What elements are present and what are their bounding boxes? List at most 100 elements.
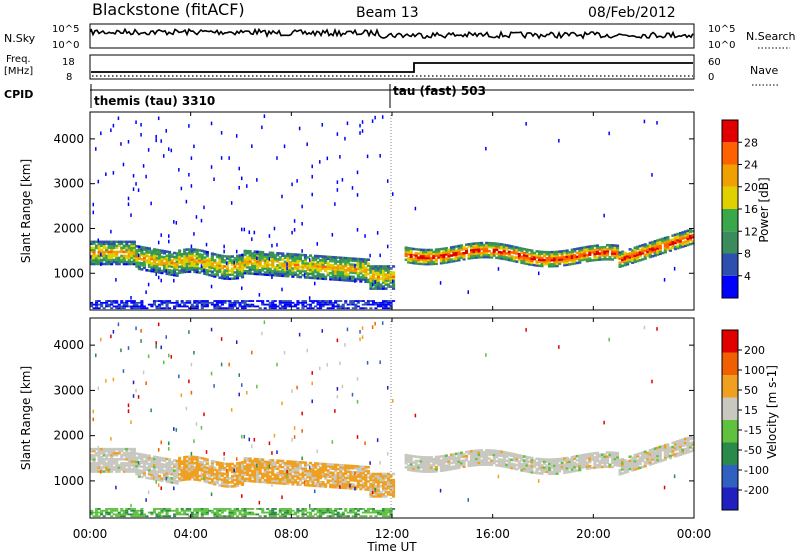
power-cell [248,272,252,275]
power-cell [273,267,277,271]
velocity-cell [241,508,245,510]
velocity-cell [246,471,250,475]
velocity-cell [190,473,194,477]
velocity-cell [152,511,157,514]
velocity-cell [152,476,155,480]
power-cell [568,253,572,256]
power-cell [107,262,111,266]
velocity-cell [92,460,96,463]
velocity-cell [110,515,114,518]
power-cell [183,248,187,252]
power-cell [379,271,383,274]
power-cell [467,290,469,294]
power-cell [573,248,577,251]
power-cell [241,227,243,232]
velocity-cell [238,509,242,512]
power-cell [100,301,104,304]
velocity-cell [115,447,119,451]
velocity-cell [205,508,209,510]
power-cell [648,255,652,259]
velocity-cell [319,466,323,470]
power-cell [241,286,243,291]
velocity-cell [185,455,189,459]
velocity-cell [120,466,124,469]
velocity-cell [203,412,205,417]
power-cell [115,260,119,264]
power-cell [379,265,383,268]
power-cell [454,255,459,258]
velocity-cell [132,511,136,514]
power-cell [266,300,270,302]
power-cell [427,256,431,260]
velocity-cell [268,462,272,466]
power-cell [490,241,494,245]
power-cell [381,307,386,310]
power-cell [97,254,101,258]
velocity-cell [241,471,245,474]
power-cell [263,271,267,274]
velocity-cell [276,471,280,475]
power-cell [223,307,227,310]
velocity-cell [142,461,146,465]
velocity-cell [384,515,388,518]
velocity-cell [303,479,308,483]
velocity-cell [520,466,524,470]
power-cell [283,305,287,308]
power-cell [253,272,257,276]
power-cell [470,246,474,250]
power-cell [525,252,529,255]
velocity-cell [603,457,607,460]
velocity-cell [105,513,109,516]
power-cell [381,275,386,278]
velocity-cell [286,474,290,477]
power-cell [102,250,106,254]
power-cell [507,244,511,248]
velocity-cell [490,451,494,454]
velocity-cell [321,508,325,510]
power-cell [203,262,207,265]
power-cell [301,249,303,253]
velocity-cell [291,480,295,484]
power-cell [200,305,204,308]
power-cell [434,248,438,251]
power-cell [137,247,141,251]
velocity-cell [336,511,340,514]
velocity-cell [434,467,438,471]
power-cell [359,300,363,302]
power-cell [583,252,587,255]
power-cell [160,300,164,302]
velocity-cell [381,321,384,325]
power-cell [593,248,597,252]
power-cell [386,275,391,278]
velocity-cell [603,455,607,458]
power-cell [570,262,574,266]
power-cell [414,206,417,211]
power-cell [364,234,366,238]
velocity-cell [228,466,232,470]
velocity-cell [142,463,146,467]
velocity-cell [115,462,119,465]
velocity-cell [218,471,222,475]
velocity-cell [251,480,255,483]
power-cell [258,254,262,258]
velocity-cell [296,460,300,464]
velocity-cell [263,466,267,470]
velocity-cell [147,454,151,458]
power-cell [122,256,126,260]
velocity-cell [122,464,126,467]
power-cell [613,252,617,255]
power-cell [142,307,146,310]
power-cell [331,305,335,308]
power-cell [147,251,151,254]
velocity-cell [570,459,574,463]
velocity-cell [188,471,192,475]
power-cell [180,300,184,302]
power-cell [173,220,175,224]
power-cell [198,257,202,260]
velocity-cell [173,481,177,485]
power-cell [626,263,630,266]
power-cell [142,266,146,270]
velocity-cell [560,461,564,465]
power-cell [308,300,313,302]
power-cell [628,258,632,261]
